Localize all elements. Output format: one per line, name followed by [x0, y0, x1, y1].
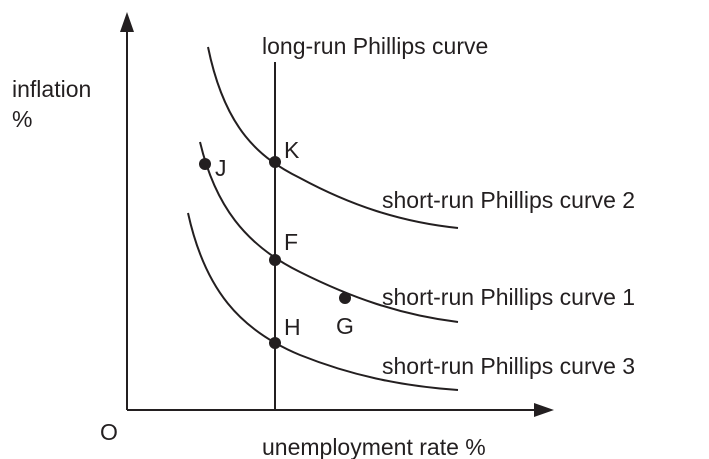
- y-label: inflation: [12, 76, 91, 102]
- y-label: %: [12, 106, 32, 132]
- x-label: unemployment rate %: [262, 434, 486, 459]
- short-run-curve-1: [199, 141, 459, 323]
- curve-label: short-run Phillips curve 1: [382, 284, 635, 310]
- curve-label: short-run Phillips curve 2: [382, 187, 635, 213]
- point-label: J: [215, 155, 227, 181]
- point-label: H: [284, 314, 301, 340]
- y-axis-arrow: [120, 12, 134, 32]
- point-j: [199, 158, 211, 170]
- curve-label: short-run Phillips curve 3: [382, 353, 635, 379]
- origin-label: O: [100, 419, 118, 445]
- point-label: F: [284, 229, 298, 255]
- point-label: K: [284, 137, 300, 163]
- point-g: [339, 292, 351, 304]
- point-f: [269, 254, 281, 266]
- curve-label: long-run Phillips curve: [262, 33, 488, 59]
- short-run-curve-3: [187, 212, 459, 391]
- x-axis-arrow: [534, 403, 554, 417]
- point-k: [269, 156, 281, 168]
- point-h: [269, 337, 281, 349]
- short-run-curve-2: [207, 46, 459, 229]
- point-label: G: [336, 313, 354, 339]
